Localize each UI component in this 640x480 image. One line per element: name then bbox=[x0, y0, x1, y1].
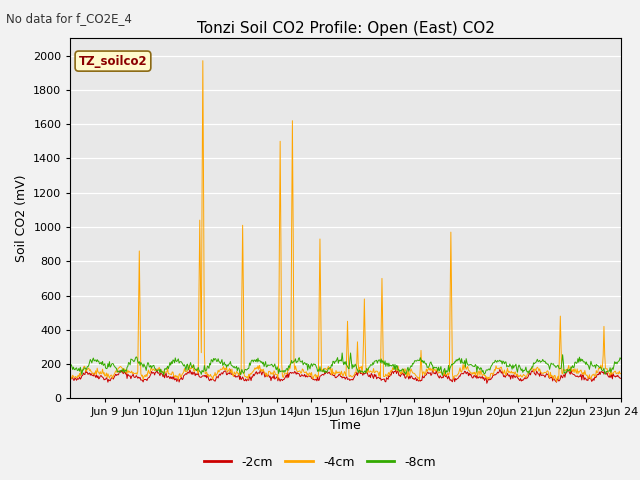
-2cm bbox=[133, 374, 141, 380]
Text: No data for f_CO2E_4: No data for f_CO2E_4 bbox=[6, 12, 132, 25]
-8cm bbox=[429, 366, 437, 372]
Line: -2cm: -2cm bbox=[70, 369, 621, 384]
-4cm bbox=[553, 379, 561, 384]
Line: -8cm: -8cm bbox=[70, 353, 621, 375]
-4cm bbox=[67, 372, 74, 377]
-2cm bbox=[67, 375, 74, 381]
-4cm bbox=[189, 362, 196, 368]
-8cm bbox=[67, 362, 74, 368]
-8cm bbox=[438, 372, 446, 378]
Title: Tonzi Soil CO2 Profile: Open (East) CO2: Tonzi Soil CO2 Profile: Open (East) CO2 bbox=[196, 21, 495, 36]
-2cm bbox=[483, 381, 491, 386]
-8cm bbox=[413, 358, 421, 363]
-8cm bbox=[218, 357, 226, 362]
-2cm bbox=[219, 371, 227, 377]
-4cm bbox=[617, 371, 625, 376]
-8cm bbox=[133, 355, 141, 360]
-2cm bbox=[617, 375, 625, 381]
-4cm bbox=[133, 372, 141, 377]
-2cm bbox=[429, 368, 437, 373]
-2cm bbox=[413, 376, 421, 382]
-4cm bbox=[219, 365, 227, 371]
-4cm bbox=[77, 373, 84, 379]
-4cm bbox=[199, 58, 207, 63]
X-axis label: Time: Time bbox=[330, 419, 361, 432]
-2cm bbox=[153, 366, 161, 372]
-8cm bbox=[617, 356, 625, 362]
Line: -4cm: -4cm bbox=[70, 60, 621, 382]
-8cm bbox=[339, 350, 346, 356]
-8cm bbox=[77, 364, 84, 370]
-2cm bbox=[77, 376, 84, 382]
Text: TZ_soilco2: TZ_soilco2 bbox=[79, 55, 147, 68]
-4cm bbox=[413, 374, 421, 380]
-2cm bbox=[190, 370, 198, 375]
Legend: -2cm, -4cm, -8cm: -2cm, -4cm, -8cm bbox=[199, 451, 441, 474]
Y-axis label: Soil CO2 (mV): Soil CO2 (mV) bbox=[15, 175, 28, 262]
-4cm bbox=[429, 369, 437, 375]
-8cm bbox=[189, 364, 196, 370]
